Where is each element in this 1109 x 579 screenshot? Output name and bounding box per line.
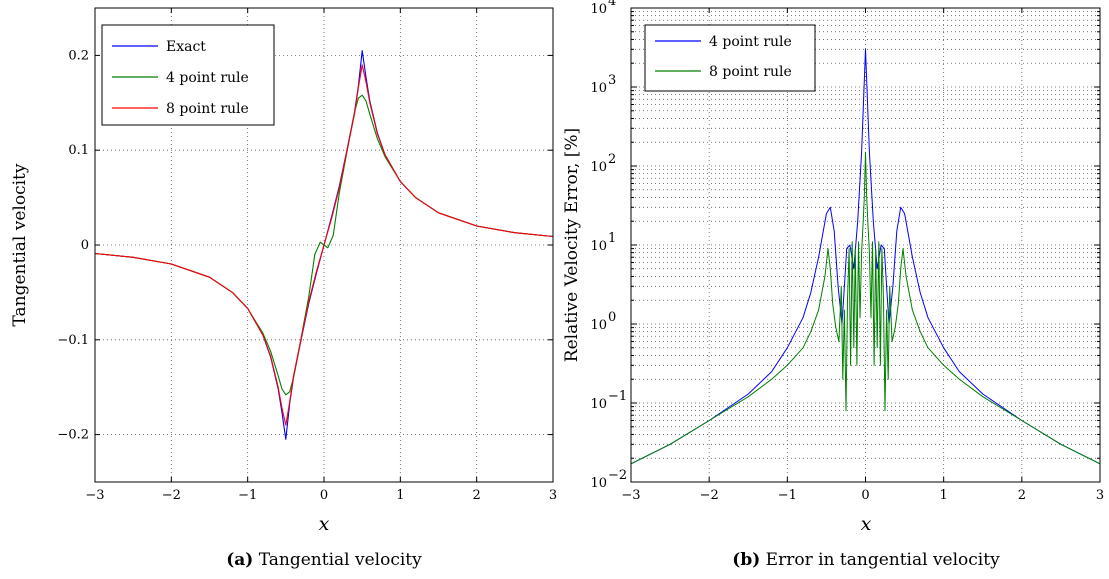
caption-a-tag: (a) bbox=[226, 550, 253, 570]
y-tick-label: 10 bbox=[590, 397, 607, 412]
panel-a: −3 −2 −1 0 1 2 3 −0.2 −0.1 0 0.1 0.2 Tangential vel… bbox=[10, 7, 557, 570]
legend-a-label-exact: Exact bbox=[166, 39, 206, 55]
x-axis-label-a: x bbox=[319, 513, 330, 535]
x-tick-label: −1 bbox=[238, 488, 257, 503]
legend-b-box bbox=[644, 24, 816, 92]
x-axis-label-b: x bbox=[861, 513, 872, 535]
legend-a-label-8pt: 8 point rule bbox=[166, 101, 249, 117]
series-line-8-point-rule bbox=[94, 64, 554, 426]
y-tick-exponent: 0 bbox=[608, 310, 616, 325]
y-tick-label: 10 bbox=[590, 2, 607, 17]
x-tick-label: −2 bbox=[162, 488, 181, 503]
y-tick-exponent: 4 bbox=[608, 0, 616, 9]
y-tick-exponent: 1 bbox=[608, 231, 616, 246]
x-tick-label: 0 bbox=[320, 488, 328, 503]
legend-b-label-8pt: 8 point rule bbox=[709, 64, 792, 80]
legend-b-label-4pt: 4 point rule bbox=[709, 34, 792, 50]
legend-b: 4 point rule 8 point rule bbox=[644, 24, 816, 92]
y-tick-exponent: 3 bbox=[608, 73, 616, 88]
y-tick-label: 0 bbox=[81, 238, 89, 253]
y-tick-exponent: 2 bbox=[608, 152, 616, 167]
y-tick-exponent: −1 bbox=[608, 389, 627, 404]
legend-a: Exact 4 point rule 8 point rule bbox=[101, 24, 275, 126]
y-tick-exponent: −2 bbox=[608, 468, 627, 483]
y-tick-label: 10 bbox=[590, 318, 607, 333]
y-axis-label-a: Tangential velocity bbox=[10, 163, 30, 326]
y-tick-label: −0.2 bbox=[57, 428, 89, 443]
x-tick-label: 3 bbox=[1096, 488, 1104, 503]
y-tick-label: 10 bbox=[590, 81, 607, 96]
ticks-a: −3 −2 −1 0 1 2 3 −0.2 −0.1 0 0.1 0.2 bbox=[57, 8, 557, 503]
caption-a-text: Tangential velocity bbox=[253, 550, 422, 570]
series-a bbox=[94, 50, 554, 440]
y-tick-label: 0.2 bbox=[68, 48, 89, 63]
y-tick-label: 10 bbox=[590, 476, 607, 491]
x-tick-label: 2 bbox=[1018, 488, 1026, 503]
caption-b-tag: (b) bbox=[732, 550, 760, 570]
caption-b: (b) Error in tangential velocity bbox=[732, 550, 1000, 570]
y-axis-label-b: Relative Velocity Error, [%] bbox=[562, 128, 582, 362]
legend-a-label-4pt: 4 point rule bbox=[166, 70, 249, 86]
series-b bbox=[630, 48, 1101, 465]
y-tick-label: 10 bbox=[590, 160, 607, 175]
x-tick-label: −3 bbox=[621, 488, 640, 503]
caption-b-text: Error in tangential velocity bbox=[760, 550, 1000, 570]
x-tick-label: 3 bbox=[549, 488, 557, 503]
y-tick-label: −0.1 bbox=[57, 333, 89, 348]
x-tick-label: 0 bbox=[861, 488, 869, 503]
series-line-4-point-rule bbox=[630, 48, 1101, 465]
x-tick-label: −2 bbox=[700, 488, 719, 503]
x-tick-label: 2 bbox=[473, 488, 481, 503]
x-tick-label: −1 bbox=[778, 488, 797, 503]
x-tick-label: 1 bbox=[396, 488, 404, 503]
x-tick-label: −3 bbox=[85, 488, 104, 503]
series-line-8-point-rule bbox=[630, 151, 1101, 465]
caption-a: (a) Tangential velocity bbox=[226, 550, 422, 570]
y-tick-label: 10 bbox=[590, 239, 607, 254]
y-tick-label: 0.1 bbox=[68, 143, 89, 158]
x-tick-label: 1 bbox=[940, 488, 948, 503]
